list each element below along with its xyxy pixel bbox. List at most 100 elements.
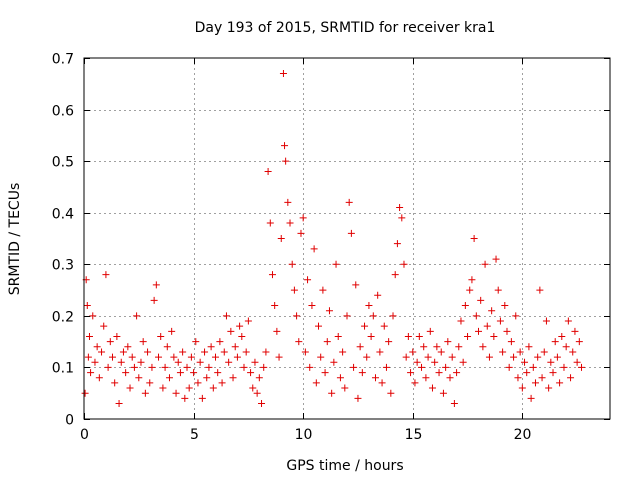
data-point xyxy=(310,245,318,253)
data-point xyxy=(150,296,158,304)
data-point xyxy=(422,374,430,382)
data-point xyxy=(499,348,507,356)
data-point xyxy=(286,219,294,227)
data-point xyxy=(391,271,399,279)
y-tick-label: 0.2 xyxy=(52,310,74,326)
data-point xyxy=(578,363,586,371)
data-point xyxy=(104,363,112,371)
data-point xyxy=(479,343,487,351)
data-point xyxy=(385,338,393,346)
data-point xyxy=(111,379,119,387)
data-point xyxy=(227,327,235,335)
data-points xyxy=(81,69,586,408)
data-point xyxy=(218,379,226,387)
data-point xyxy=(514,374,522,382)
data-point xyxy=(367,332,375,340)
data-point xyxy=(264,167,272,175)
data-point xyxy=(369,312,377,320)
data-point xyxy=(330,358,338,366)
x-tick-label: 5 xyxy=(190,427,199,443)
data-point xyxy=(275,353,283,361)
data-point xyxy=(308,302,316,310)
data-point xyxy=(442,363,450,371)
data-point xyxy=(475,327,482,335)
data-point xyxy=(260,363,268,371)
data-point xyxy=(119,348,127,356)
data-point xyxy=(564,317,572,325)
data-point xyxy=(242,348,250,356)
data-point xyxy=(571,327,579,335)
data-point xyxy=(115,400,123,408)
data-point xyxy=(255,374,263,382)
data-point xyxy=(428,384,436,392)
data-point xyxy=(176,369,184,377)
data-point xyxy=(321,369,329,377)
data-point xyxy=(290,286,298,294)
data-point xyxy=(382,363,390,371)
data-point xyxy=(229,374,237,382)
x-tick-label: 0 xyxy=(80,427,89,443)
data-point xyxy=(315,322,323,330)
y-tick-label: 0.1 xyxy=(52,361,74,377)
y-axis-label: SRMTID / TECUs xyxy=(7,183,23,296)
data-point xyxy=(192,338,200,346)
data-point xyxy=(163,343,171,351)
chart-title: Day 193 of 2015, SRMTID for receiver kra… xyxy=(195,20,496,36)
data-point xyxy=(122,369,130,377)
data-point xyxy=(341,384,349,392)
data-point xyxy=(350,363,358,371)
data-point xyxy=(231,343,239,351)
data-point xyxy=(518,384,526,392)
data-point xyxy=(185,384,193,392)
data-point xyxy=(415,332,423,340)
data-point xyxy=(420,343,428,351)
data-point xyxy=(247,369,255,377)
data-point xyxy=(207,343,215,351)
data-point xyxy=(281,142,289,150)
data-point xyxy=(332,260,340,268)
data-point xyxy=(516,348,524,356)
data-point xyxy=(304,276,312,284)
data-point xyxy=(374,291,382,299)
data-point xyxy=(108,353,116,361)
data-point xyxy=(400,260,408,268)
data-point xyxy=(216,338,224,346)
x-axis-label: GPS time / hours xyxy=(286,458,403,474)
data-point xyxy=(345,198,353,206)
data-point xyxy=(503,327,511,335)
data-point xyxy=(523,369,531,377)
data-point xyxy=(293,312,301,320)
data-point xyxy=(258,400,266,408)
data-point xyxy=(531,379,539,387)
data-point xyxy=(450,400,458,408)
data-point xyxy=(501,302,509,310)
data-point xyxy=(222,312,230,320)
data-point xyxy=(295,338,303,346)
data-point xyxy=(106,338,114,346)
data-point xyxy=(205,363,213,371)
data-point xyxy=(89,312,97,320)
data-point xyxy=(172,389,180,397)
data-point xyxy=(461,302,469,310)
data-point xyxy=(161,363,169,371)
x-tick-label: 15 xyxy=(405,427,423,443)
data-point xyxy=(312,379,320,387)
data-point xyxy=(567,374,575,382)
plot-frame xyxy=(83,57,611,420)
data-point xyxy=(126,384,134,392)
data-point xyxy=(488,307,496,315)
data-point xyxy=(238,332,246,340)
data-point xyxy=(81,389,89,397)
data-point xyxy=(253,389,261,397)
y-tick-label: 0.6 xyxy=(52,104,74,120)
data-point xyxy=(284,198,292,206)
data-point xyxy=(569,348,577,356)
data-point xyxy=(203,374,211,382)
data-point xyxy=(83,302,91,310)
data-point xyxy=(398,214,406,222)
y-tick-label: 0.5 xyxy=(52,155,74,171)
data-point xyxy=(529,363,537,371)
data-point xyxy=(542,317,550,325)
data-point xyxy=(365,302,373,310)
data-point xyxy=(363,353,371,361)
